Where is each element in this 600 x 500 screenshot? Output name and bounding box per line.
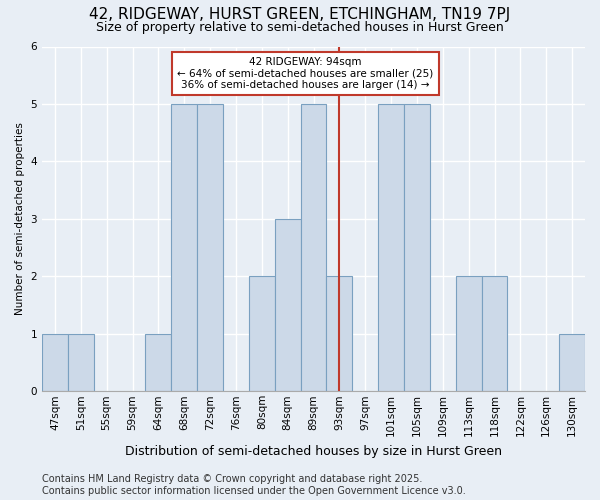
Bar bbox=[275, 219, 301, 392]
Bar bbox=[197, 104, 223, 392]
Bar bbox=[482, 276, 508, 392]
Bar bbox=[249, 276, 275, 392]
Bar bbox=[145, 334, 172, 392]
Bar bbox=[42, 334, 68, 392]
Text: 42, RIDGEWAY, HURST GREEN, ETCHINGHAM, TN19 7PJ: 42, RIDGEWAY, HURST GREEN, ETCHINGHAM, T… bbox=[89, 8, 511, 22]
Bar bbox=[172, 104, 197, 392]
Bar bbox=[301, 104, 326, 392]
X-axis label: Distribution of semi-detached houses by size in Hurst Green: Distribution of semi-detached houses by … bbox=[125, 444, 502, 458]
Bar bbox=[404, 104, 430, 392]
Text: Size of property relative to semi-detached houses in Hurst Green: Size of property relative to semi-detach… bbox=[96, 21, 504, 34]
Bar bbox=[326, 276, 352, 392]
Text: 42 RIDGEWAY: 94sqm
← 64% of semi-detached houses are smaller (25)
36% of semi-de: 42 RIDGEWAY: 94sqm ← 64% of semi-detache… bbox=[177, 57, 434, 90]
Bar bbox=[456, 276, 482, 392]
Bar bbox=[378, 104, 404, 392]
Bar bbox=[559, 334, 585, 392]
Y-axis label: Number of semi-detached properties: Number of semi-detached properties bbox=[15, 122, 25, 316]
Bar bbox=[68, 334, 94, 392]
Text: Contains HM Land Registry data © Crown copyright and database right 2025.
Contai: Contains HM Land Registry data © Crown c… bbox=[42, 474, 466, 496]
